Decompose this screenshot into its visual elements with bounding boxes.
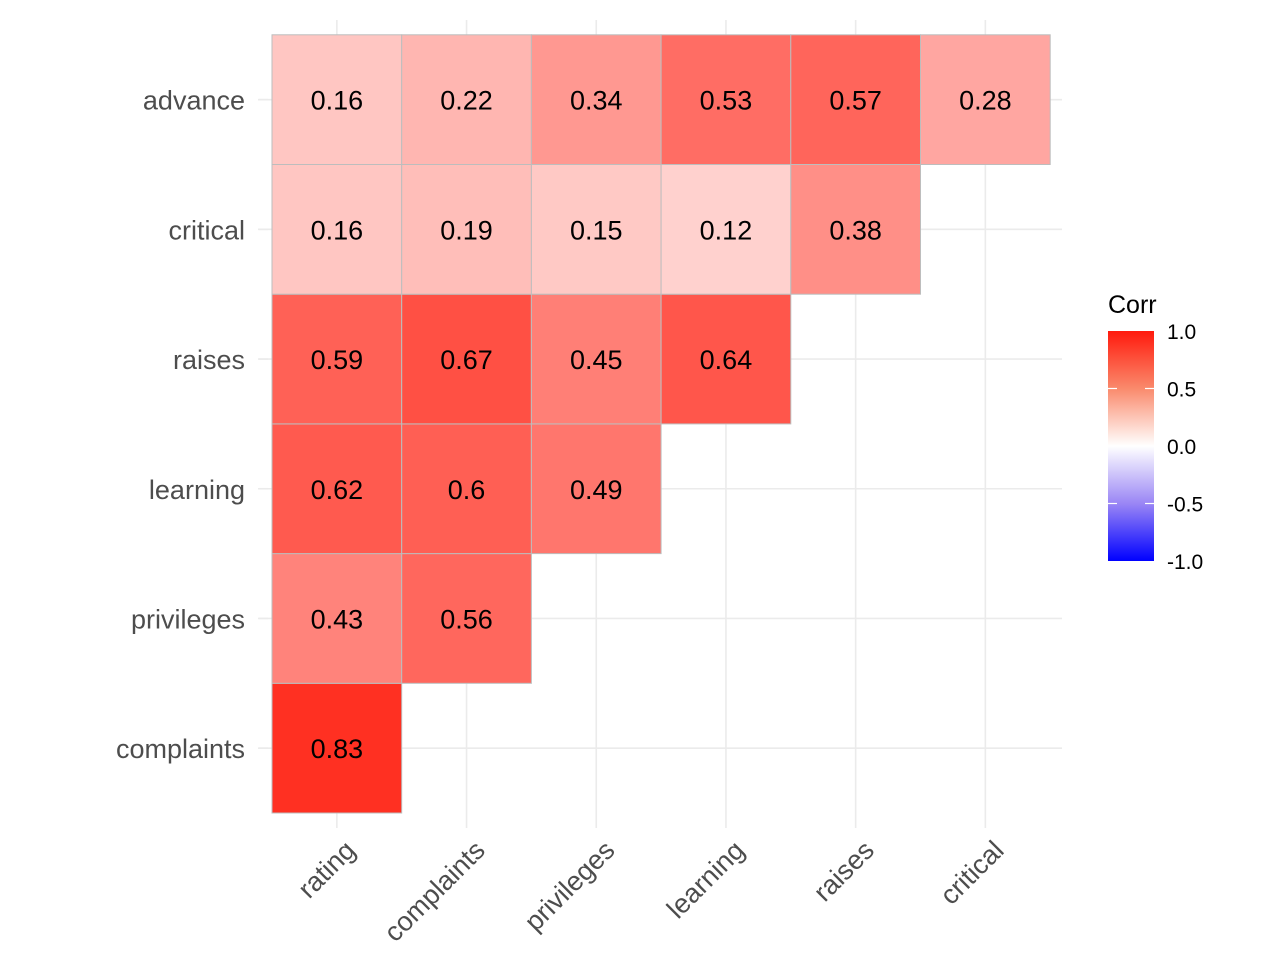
cell-value-label: 0.49 xyxy=(570,475,623,505)
color-legend: Corr 1.0 0.5 0.0 -0.5 -1.0 xyxy=(1108,291,1203,574)
heatmap-cell xyxy=(401,423,532,555)
cell-value-label: 0.43 xyxy=(311,604,364,634)
heatmap-cell xyxy=(401,164,532,295)
legend-tick-label: -1.0 xyxy=(1167,551,1203,574)
cell-value-label: 0.16 xyxy=(311,86,364,116)
x-tick-label: complaints xyxy=(378,835,490,947)
x-axis-labels: rating complaints privileges learning raises… xyxy=(292,835,1009,947)
y-tick-label: advance xyxy=(143,86,245,116)
y-tick-label: learning xyxy=(149,475,245,505)
heatmap-cell xyxy=(271,34,403,165)
y-tick-label: privileges xyxy=(131,604,245,634)
cell-value-label: 0.57 xyxy=(829,86,882,116)
heatmap-cell xyxy=(271,293,403,425)
x-tick-label: critical xyxy=(934,835,1009,910)
cell-value-label: 0.6 xyxy=(448,475,486,505)
legend-tick-label: 0.0 xyxy=(1167,436,1196,459)
heatmap-cell xyxy=(271,682,403,814)
heatmap-cell xyxy=(401,34,532,165)
cell-value-label: 0.59 xyxy=(311,345,364,375)
legend-tick-label: 0.5 xyxy=(1167,379,1196,402)
cell-value-label: 0.83 xyxy=(311,734,364,764)
legend-tick-label: 1.0 xyxy=(1167,321,1196,344)
heatmap-cell xyxy=(660,293,792,425)
cell-value-label: 0.16 xyxy=(311,215,364,245)
y-tick-label: complaints xyxy=(116,734,245,764)
x-tick-label: learning xyxy=(661,835,750,924)
heatmap-cells: 0.83 0.43 0.56 0.62 0.6 0.49 0.59 0.67 0.45 0.64 0… xyxy=(271,34,1051,814)
cell-value-label: 0.64 xyxy=(700,345,753,375)
cell-value-label: 0.62 xyxy=(311,475,364,505)
cell-value-label: 0.15 xyxy=(570,215,623,245)
x-tick-label: raises xyxy=(808,835,880,907)
heatmap-cell xyxy=(790,34,921,165)
heatmap-cell xyxy=(660,164,792,295)
heatmap-cell xyxy=(271,164,403,295)
legend-tick-label: -0.5 xyxy=(1167,494,1203,517)
cell-value-label: 0.38 xyxy=(829,215,882,245)
cell-value-label: 0.45 xyxy=(570,345,623,375)
heatmap-cell xyxy=(401,293,532,425)
cell-value-label: 0.34 xyxy=(570,86,623,116)
heatmap-cell xyxy=(530,164,662,295)
cell-value-label: 0.19 xyxy=(440,215,493,245)
heatmap-cell xyxy=(790,164,921,295)
cell-value-label: 0.22 xyxy=(440,86,493,116)
cell-value-label: 0.28 xyxy=(959,86,1012,116)
y-tick-label: raises xyxy=(173,345,245,375)
heatmap-cell xyxy=(271,553,403,684)
heatmap-cell xyxy=(530,423,662,555)
x-tick-label: rating xyxy=(292,835,361,904)
y-tick-label: critical xyxy=(168,215,245,245)
heatmap-cell xyxy=(920,34,1051,165)
x-tick-label: privileges xyxy=(519,835,621,937)
cell-value-label: 0.53 xyxy=(700,86,753,116)
cell-value-label: 0.12 xyxy=(700,215,753,245)
legend-title: Corr xyxy=(1108,291,1157,319)
cell-value-label: 0.67 xyxy=(440,345,493,375)
cell-value-label: 0.56 xyxy=(440,604,493,634)
y-axis-labels: complaints privileges learning raises critic… xyxy=(116,86,268,764)
heatmap-cell xyxy=(660,34,792,165)
heatmap-cell xyxy=(530,34,662,165)
